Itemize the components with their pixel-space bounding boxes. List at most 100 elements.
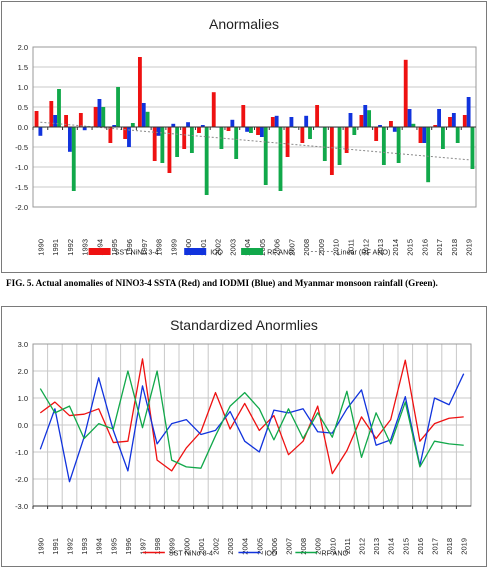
bar [127,127,131,147]
bar [263,127,268,185]
x-tick-label: 2008 [299,538,308,555]
x-tick-label: 1998 [153,538,162,555]
y-tick-label: -2.0 [15,203,28,212]
bar [49,101,54,127]
bar [392,127,397,132]
bar [367,110,372,127]
x-tick-label: 2004 [243,239,252,256]
bar [226,127,231,131]
x-tick-label: 1997 [139,538,148,555]
bar [57,89,61,127]
y-tick-label: -1.0 [15,163,28,172]
x-tick-label: 2011 [346,239,355,255]
x-tick-label: 2015 [401,538,410,555]
x-tick-label: 2000 [182,538,191,555]
x-tick-label: 2017 [431,538,440,555]
legend-label: RF ANO [267,248,294,257]
bar [182,127,187,149]
series-line [39,370,464,469]
x-tick-label: 2002 [214,239,223,256]
x-tick-label: 2010 [332,239,341,256]
x-tick-label: 2014 [391,239,400,256]
bar [204,127,209,195]
x-tick-label: 2001 [199,239,208,256]
y-tick-label: -1.5 [15,183,28,192]
x-tick-label: 2007 [287,239,296,256]
bar [116,87,120,127]
bar [175,127,180,157]
y-tick-label: -0.5 [15,143,28,152]
x-tick-label: 2012 [358,538,367,555]
x-tick-label: 2010 [328,538,337,555]
bar [186,122,190,127]
bar [160,127,165,163]
standardized-anomalies-chart: Standardized Anormlies 3.0 2.0 1.0 0.0 -1.0 -… [1,306,487,567]
x-tick-label: 1994 [95,538,104,555]
bar [451,113,456,127]
x-tick-label: 2003 [226,538,235,555]
y-tick-label: 1.0 [18,394,28,403]
x-tick-label: 2013 [372,538,381,555]
x-tick-label: 2005 [255,538,264,555]
x-tick-label: 2006 [270,538,279,555]
y-tick-label: 1.0 [18,83,28,92]
bar [256,127,260,135]
x-tick-label: 2003 [228,239,237,256]
x-tick-label: 2000 [184,239,193,256]
bar [337,127,342,165]
x-tick-label: 2005 [258,239,267,256]
bar [71,127,76,191]
bar [130,123,135,127]
bar [93,107,98,127]
bar [403,59,408,127]
x-tick-label: 2004 [241,538,250,555]
x-tick-label: 1995 [109,538,118,555]
bar [378,125,382,127]
x-tick-label: 1999 [169,239,178,256]
x-tick-label: 2001 [197,538,206,555]
x-tick-label: 1998 [155,239,164,256]
x-tick-label: 1992 [66,538,75,555]
legend-swatch [184,248,207,255]
bar [82,127,87,131]
bar [234,127,239,159]
bar [270,117,275,127]
legend-label: SST NiNo 3-4 [169,549,213,558]
bar [352,127,357,135]
x-tick-label: 2018 [450,239,459,256]
x-tick-label: 2002 [212,538,221,555]
bar [304,115,309,127]
series-line [39,358,464,475]
bar [396,127,401,163]
bar [426,127,431,183]
bar [278,127,283,191]
y-tick-label: 3.0 [18,340,28,349]
x-tick-label: 1996 [124,538,133,555]
bar [407,109,412,127]
y-tick-label: -2.0 [15,475,28,484]
bar [374,127,379,141]
bar [249,127,253,133]
bar [123,127,128,139]
bar [359,115,364,127]
y-tick-label: -1.0 [15,448,28,457]
bar [274,115,279,127]
bar [466,97,471,127]
bar [470,127,475,169]
x-tick-label: 2013 [376,239,385,256]
bar [422,127,427,143]
x-tick-label: 2019 [465,239,474,256]
x-tick-label: 2012 [361,239,370,256]
bar [308,127,312,139]
bar [156,127,161,136]
bar [315,105,320,127]
bar [78,113,83,127]
x-tick-label: 2007 [285,538,294,555]
bar [389,121,393,127]
legend-label: SST NiNo 3-4 [115,248,159,257]
x-tick-label: 1993 [80,538,89,555]
x-tick-label: 2009 [314,538,323,555]
chart-border [1,306,487,567]
x-tick-label: 1991 [51,239,60,256]
x-tick-label: 1993 [81,239,90,256]
